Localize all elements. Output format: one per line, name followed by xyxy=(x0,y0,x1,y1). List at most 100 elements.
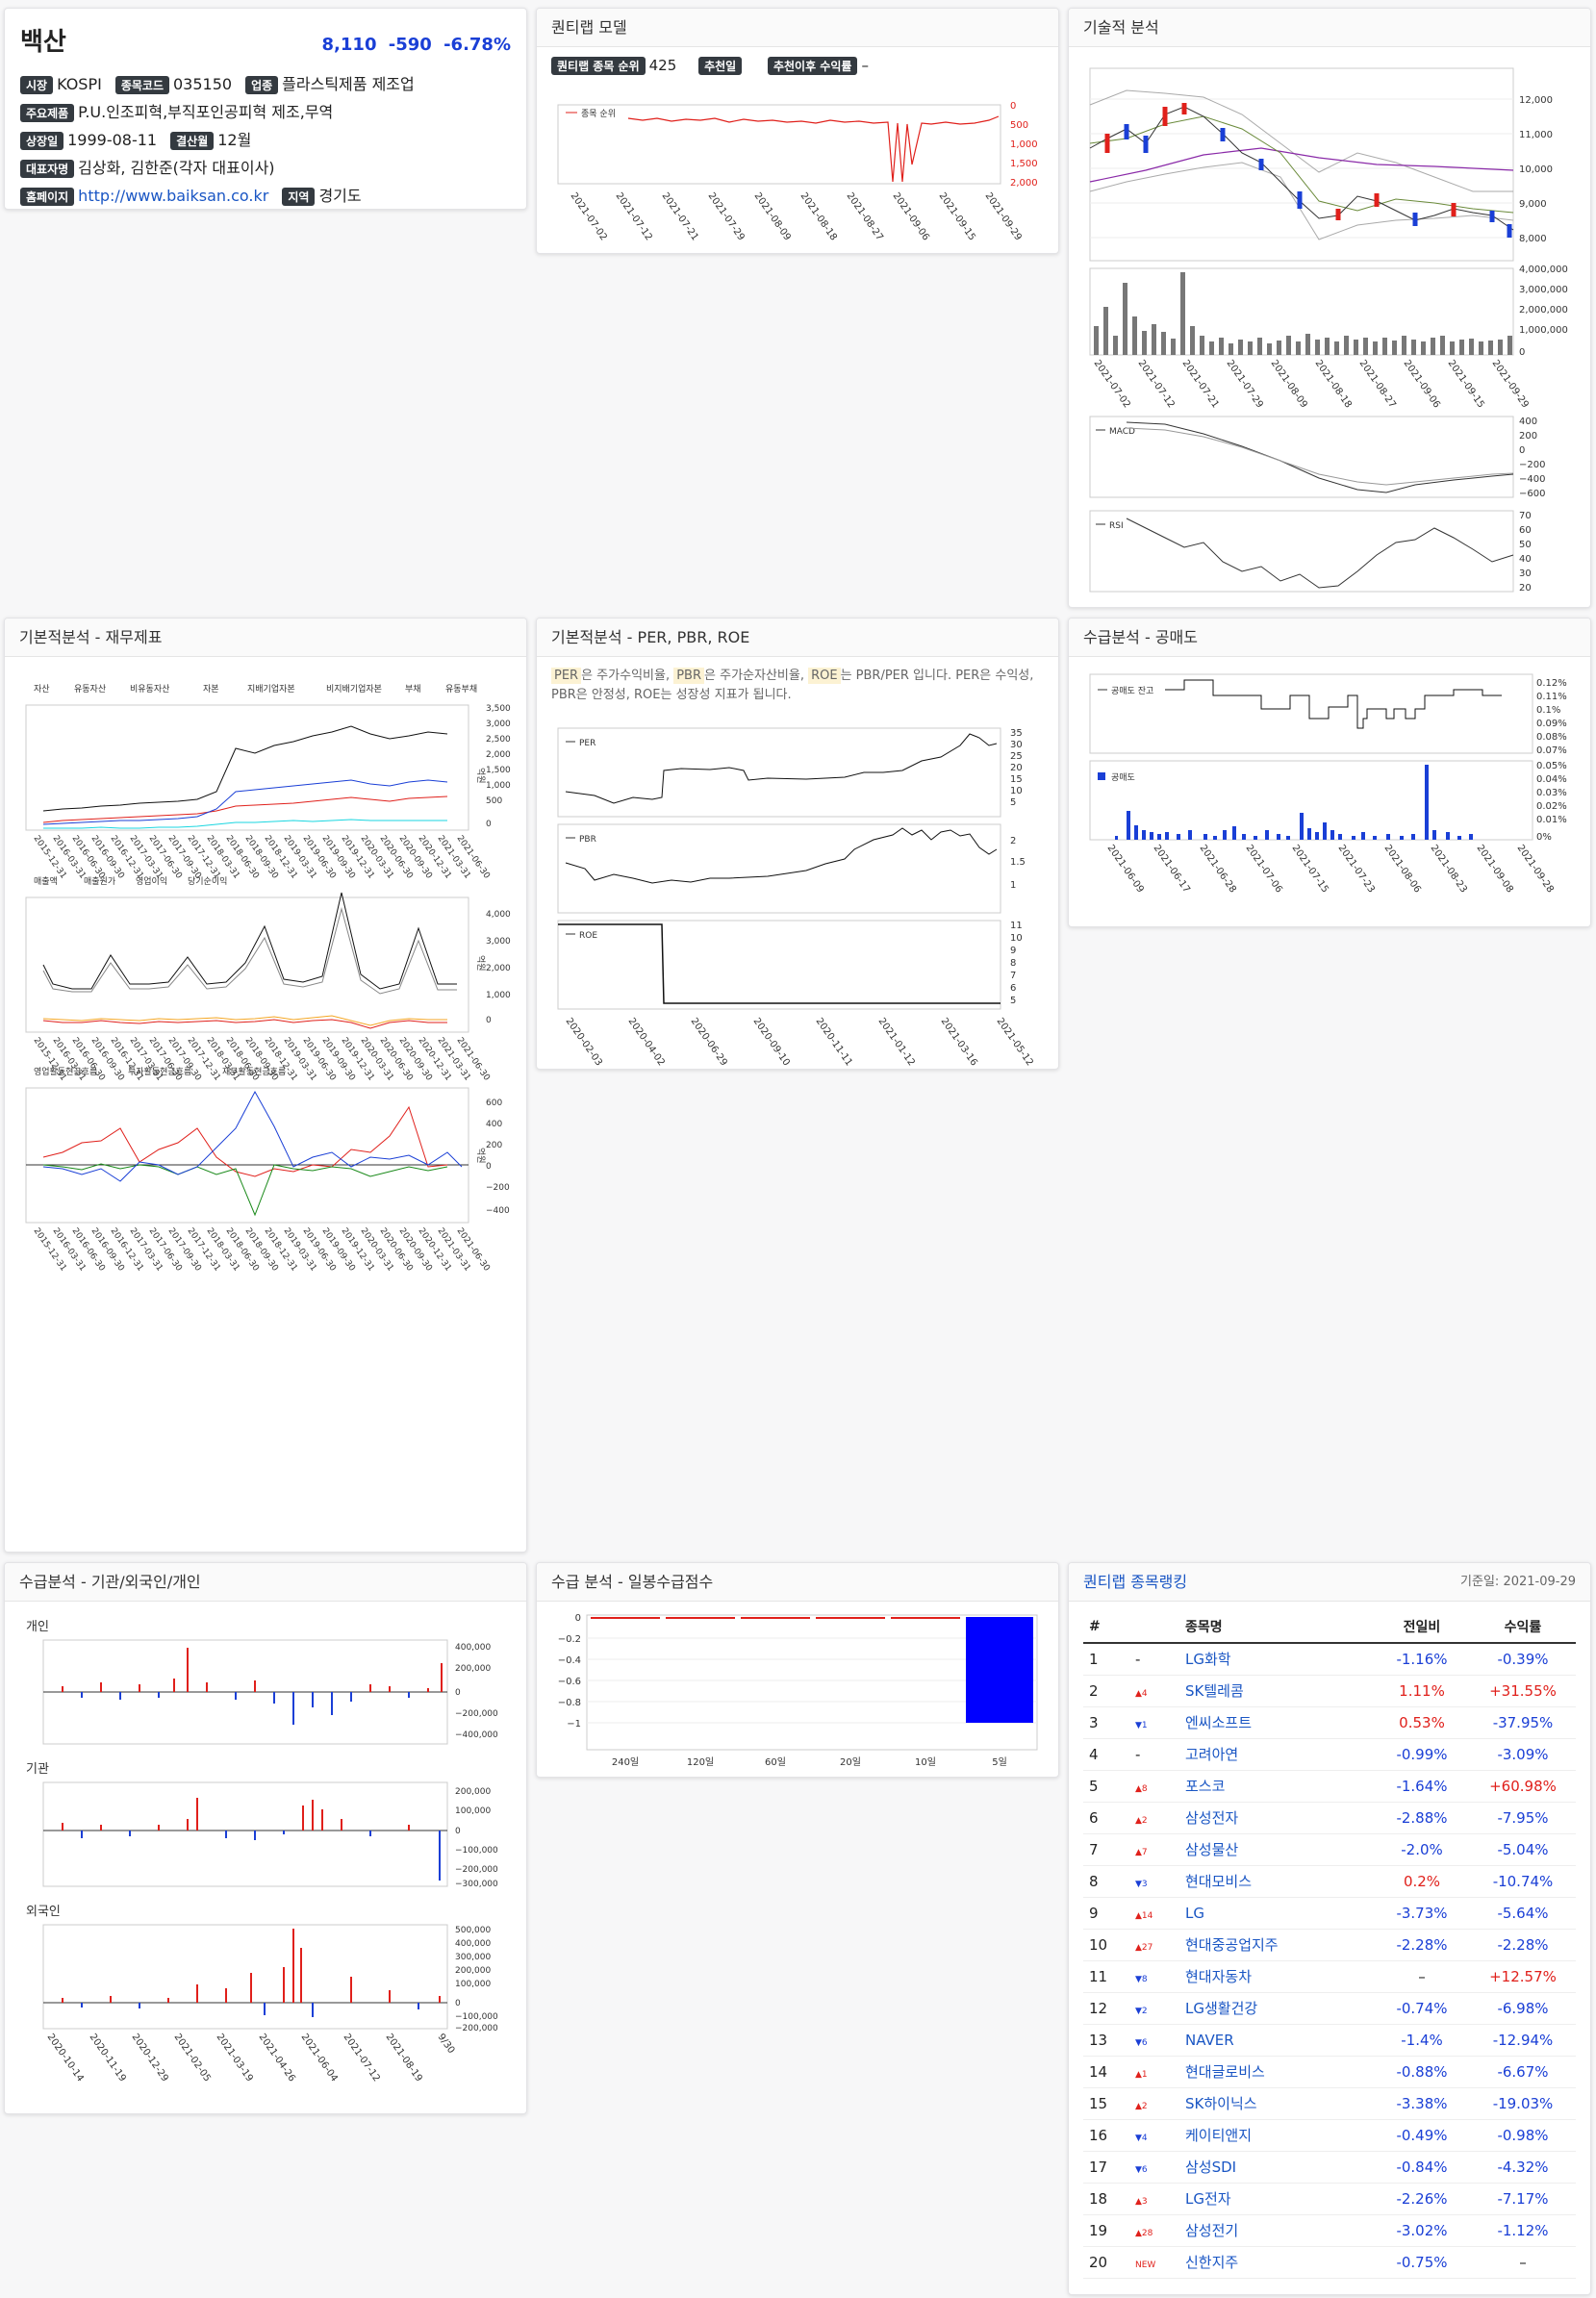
return-value: +31.55% xyxy=(1470,1675,1576,1707)
stock-link[interactable]: 삼성물산 xyxy=(1185,1841,1239,1858)
rank-up-icon: ▲ xyxy=(1135,1847,1142,1857)
svg-text:0.07%: 0.07% xyxy=(1536,745,1567,756)
stock-link[interactable]: 삼성전자 xyxy=(1185,1809,1239,1827)
rank-number: 1 xyxy=(1083,1643,1129,1676)
svg-text:유동자산: 유동자산 xyxy=(74,684,106,694)
day-change: -1.64% xyxy=(1374,1770,1470,1803)
stock-link[interactable]: NAVER xyxy=(1185,2031,1234,2049)
svg-text:2021-09-29: 2021-09-29 xyxy=(983,190,1024,242)
table-row[interactable]: 4- 고려아연 -0.99% -3.09% xyxy=(1083,1738,1576,1771)
table-row[interactable]: 10 ▲27 현대중공업지주 -2.28% -2.28% xyxy=(1083,1929,1576,1961)
table-row[interactable]: 3 ▼1 엔씨소프트 0.53% -37.95% xyxy=(1083,1706,1576,1739)
rank-move: NEW xyxy=(1129,2246,1179,2279)
table-row[interactable]: 8 ▼3 현대모비스 0.2% -10.74% xyxy=(1083,1865,1576,1898)
stock-link[interactable]: 엔씨소프트 xyxy=(1185,1714,1253,1731)
table-row[interactable]: 6 ▲2 삼성전자 -2.88% -7.95% xyxy=(1083,1802,1576,1834)
return-value: -37.95% xyxy=(1470,1706,1576,1739)
table-row[interactable]: 19 ▲28 삼성전기 -3.02% -1.12% xyxy=(1083,2214,1576,2247)
tech-x-ticks: 2021-07-02 2021-07-12 2021-07-21 2021-07-29… xyxy=(1092,358,1531,410)
svg-text:2021-09-15: 2021-09-15 xyxy=(937,190,977,242)
table-row[interactable]: 11 ▼8 현대자동차 – +12.57% xyxy=(1083,1960,1576,1993)
table-row[interactable]: 16 ▼4 케이티앤지 -0.49% -0.98% xyxy=(1083,2119,1576,2152)
stock-link[interactable]: 삼성전기 xyxy=(1185,2222,1239,2239)
day-change: 0.2% xyxy=(1374,1865,1470,1898)
svg-text:0: 0 xyxy=(486,1162,492,1172)
stock-link[interactable]: 포스코 xyxy=(1185,1778,1226,1795)
macd-signal xyxy=(1126,427,1514,486)
rank-number: 5 xyxy=(1083,1770,1129,1803)
return-value: -3.09% xyxy=(1470,1738,1576,1771)
svg-text:2021-07-12: 2021-07-12 xyxy=(1136,358,1177,410)
table-row[interactable]: 17 ▼6 삼성SDI -0.84% -4.32% xyxy=(1083,2151,1576,2184)
rank-number: 3 xyxy=(1083,1706,1129,1739)
svg-text:0: 0 xyxy=(455,1827,461,1836)
net-income-line xyxy=(42,1019,447,1029)
stock-link[interactable]: 케이티앤지 xyxy=(1185,2127,1253,2144)
svg-text:0%: 0% xyxy=(1536,832,1552,843)
svg-text:2021-06-28: 2021-06-28 xyxy=(1198,843,1238,895)
asset-line xyxy=(42,725,448,812)
svg-text:2020-04-02: 2020-04-02 xyxy=(626,1016,667,1068)
candles xyxy=(1104,103,1512,238)
stock-link[interactable]: 현대자동차 xyxy=(1185,1968,1253,1985)
table-row[interactable]: 18 ▲3 LG전자 -2.26% -7.17% xyxy=(1083,2183,1576,2215)
stock-link[interactable]: 신한지주 xyxy=(1185,2254,1239,2271)
svg-text:25: 25 xyxy=(1010,751,1023,762)
rec-date-tag: 추천일 xyxy=(698,57,743,75)
stock-link[interactable]: 현대중공업지주 xyxy=(1185,1936,1279,1954)
stock-link[interactable]: 삼성SDI xyxy=(1185,2159,1237,2176)
table-row[interactable]: 1- LG화학 -1.16% -0.39% xyxy=(1083,1643,1576,1676)
svg-text:6: 6 xyxy=(1010,983,1016,994)
svg-text:2021-09-06: 2021-09-06 xyxy=(891,190,931,242)
table-row[interactable]: 20 NEW 신한지주 -0.75% – xyxy=(1083,2246,1576,2279)
col-return: 수익률 xyxy=(1470,1611,1576,1644)
svg-text:20: 20 xyxy=(1519,583,1532,593)
stock-link[interactable]: SK텔레콤 xyxy=(1185,1682,1244,1700)
rank-move: ▲2 xyxy=(1129,2087,1179,2120)
svg-text:500: 500 xyxy=(486,796,502,806)
stock-link[interactable]: 현대모비스 xyxy=(1185,1873,1253,1890)
stock-link[interactable]: SK하이닉스 xyxy=(1185,2095,1257,2112)
roe-label: ROE xyxy=(579,931,597,941)
svg-text:3,000: 3,000 xyxy=(486,720,511,729)
rank-down-icon: ▼ xyxy=(1135,1879,1142,1889)
price-y-ticks: 12,000 11,000 10,000 9,000 8,000 xyxy=(1519,95,1553,244)
svg-text:9: 9 xyxy=(1010,946,1016,956)
stock-link[interactable]: LG화학 xyxy=(1185,1651,1231,1669)
rank-y-ticks: 0 500 1,000 1,500 2,000 xyxy=(1010,101,1038,189)
svg-text:2021-03-16: 2021-03-16 xyxy=(939,1016,979,1068)
day-change: -3.38% xyxy=(1374,2087,1470,2120)
rank-down-icon: ▼ xyxy=(1135,2133,1142,2143)
svg-text:0: 0 xyxy=(1519,445,1525,456)
svg-text:2021-08-23: 2021-08-23 xyxy=(1429,843,1469,895)
svg-text:200: 200 xyxy=(1519,431,1537,442)
foreign-bars xyxy=(62,1929,441,2017)
stock-link[interactable]: LG생활건강 xyxy=(1185,2000,1258,2017)
return-value: -1.12% xyxy=(1470,2214,1576,2247)
svg-text:0.04%: 0.04% xyxy=(1536,774,1567,785)
rank-tag: 퀀티랩 종목 순위 xyxy=(551,57,646,75)
table-row[interactable]: 15 ▲2 SK하이닉스 -3.38% -19.03% xyxy=(1083,2087,1576,2120)
table-row[interactable]: 5 ▲8 포스코 -1.64% +60.98% xyxy=(1083,1770,1576,1803)
short-x-ticks: 2021-06-09 2021-06-17 2021-06-28 2021-07-06… xyxy=(1105,843,1556,895)
product-value: P.U.인조피혁,부직포인공피혁 제조,무역 xyxy=(78,103,334,121)
institution-bars xyxy=(62,1798,441,1881)
svg-text:2021-05-12: 2021-05-12 xyxy=(995,1016,1035,1068)
homepage-link[interactable]: http://www.baiksan.co.kr xyxy=(78,187,269,205)
macd-label: MACD xyxy=(1109,427,1135,437)
stock-link[interactable]: LG xyxy=(1185,1904,1204,1922)
table-row[interactable]: 13 ▼6 NAVER -1.4% -12.94% xyxy=(1083,2024,1576,2057)
svg-text:2021-07-21: 2021-07-21 xyxy=(660,190,700,242)
roe-line xyxy=(558,923,1001,1004)
stock-link[interactable]: LG전자 xyxy=(1185,2190,1231,2208)
svg-text:30: 30 xyxy=(1519,568,1532,579)
table-row[interactable]: 7 ▲7 삼성물산 -2.0% -5.04% xyxy=(1083,1833,1576,1866)
svg-text:1,500: 1,500 xyxy=(1010,159,1038,169)
table-row[interactable]: 12 ▼2 LG생활건강 -0.74% -6.98% xyxy=(1083,1992,1576,2025)
table-row[interactable]: 14 ▲1 현대글로비스 -0.88% -6.67% xyxy=(1083,2056,1576,2088)
stock-link[interactable]: 현대글로비스 xyxy=(1185,2063,1265,2081)
table-row[interactable]: 2 ▲4 SK텔레콤 1.11% +31.55% xyxy=(1083,1675,1576,1707)
table-row[interactable]: 9 ▲14 LG -3.73% -5.64% xyxy=(1083,1897,1576,1930)
stock-link[interactable]: 고려아연 xyxy=(1185,1746,1239,1763)
